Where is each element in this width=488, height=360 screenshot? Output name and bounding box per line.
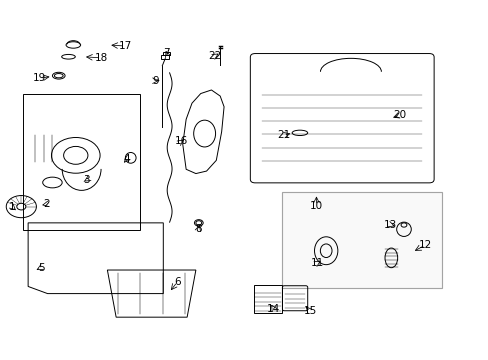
Text: 11: 11 <box>310 258 324 268</box>
Bar <box>282 192 441 288</box>
Text: 2: 2 <box>43 199 49 209</box>
Text: 5: 5 <box>38 262 44 273</box>
Text: 1: 1 <box>9 202 15 212</box>
Text: 19: 19 <box>33 73 46 83</box>
Text: 18: 18 <box>94 53 107 63</box>
Text: 4: 4 <box>123 154 130 164</box>
Text: 16: 16 <box>174 136 187 147</box>
Bar <box>254 285 282 313</box>
Bar <box>161 55 168 59</box>
Text: 20: 20 <box>393 110 406 120</box>
Text: 15: 15 <box>303 306 316 316</box>
Text: 12: 12 <box>418 240 431 250</box>
Text: 9: 9 <box>152 76 159 86</box>
Text: 10: 10 <box>309 201 323 211</box>
Text: 7: 7 <box>163 48 170 58</box>
Text: 6: 6 <box>174 277 181 287</box>
Text: 8: 8 <box>195 224 201 234</box>
Text: 21: 21 <box>276 130 289 140</box>
Text: 22: 22 <box>208 51 222 61</box>
Text: 14: 14 <box>266 303 280 314</box>
Bar <box>163 52 170 55</box>
Text: 3: 3 <box>83 175 90 185</box>
Bar <box>23 94 140 230</box>
Text: 13: 13 <box>383 220 396 230</box>
Text: 17: 17 <box>119 41 132 51</box>
